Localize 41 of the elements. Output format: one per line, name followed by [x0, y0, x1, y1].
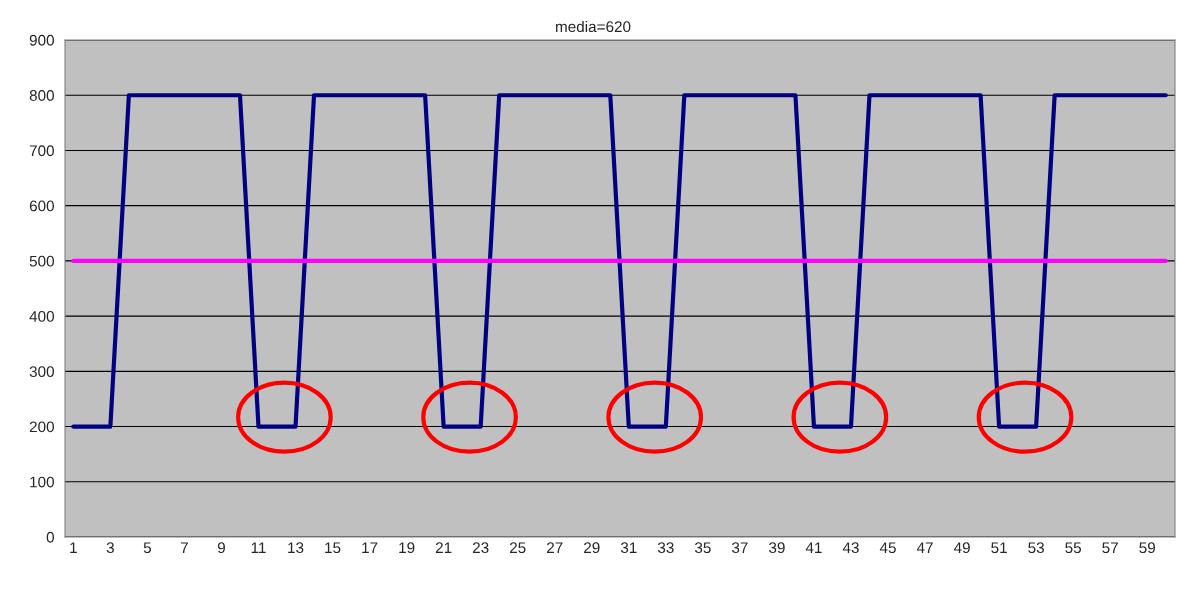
x-tick-label: 7 — [180, 542, 188, 553]
y-tick-label: 0 — [46, 531, 54, 543]
chart-title: media=620 — [556, 20, 631, 33]
y-tick-label: 400 — [29, 310, 54, 322]
y-tick-label: 600 — [29, 200, 54, 212]
x-tick-label: 55 — [1065, 542, 1082, 554]
x-tick-label: 37 — [731, 542, 748, 554]
x-tick-label: 33 — [657, 542, 674, 554]
x-tick-label: 27 — [547, 542, 563, 553]
y-tick-label: 100 — [30, 476, 54, 488]
y-tick-label: 500 — [29, 255, 54, 267]
x-tick-label: 9 — [217, 542, 225, 554]
x-tick-label: 45 — [879, 542, 896, 554]
x-tick-label: 29 — [584, 542, 600, 554]
x-tick-label: 39 — [769, 542, 785, 554]
x-tick-label: 51 — [991, 542, 1007, 554]
x-tick-label: 49 — [953, 542, 970, 554]
x-tick-label: 35 — [694, 542, 711, 554]
x-tick-label: 31 — [620, 542, 637, 554]
x-tick-label: 41 — [805, 542, 822, 553]
y-tick-label: 900 — [29, 34, 54, 46]
x-tick-label: 25 — [509, 542, 526, 554]
y-tick-label: 800 — [29, 90, 54, 101]
x-tick-label: 15 — [325, 542, 341, 554]
x-tick-label: 19 — [399, 542, 415, 554]
x-tick-label: 59 — [1139, 542, 1155, 554]
y-tick-label: 300 — [29, 366, 54, 378]
x-tick-label: 53 — [1028, 542, 1044, 554]
y-tick-label: 200 — [29, 421, 54, 433]
x-tick-label: 47 — [916, 542, 933, 553]
x-tick-label: 1 — [70, 542, 77, 553]
x-tick-label: 17 — [362, 542, 378, 553]
x-tick-label: 5 — [143, 542, 151, 554]
x-tick-label: 57 — [1102, 542, 1118, 554]
x-tick-label: 13 — [288, 542, 304, 554]
x-tick-label: 43 — [842, 542, 859, 554]
x-tick-label: 23 — [472, 542, 489, 554]
x-tick-label: 11 — [251, 542, 266, 553]
x-tick-label: 21 — [435, 542, 452, 553]
x-tick-label: 3 — [106, 542, 114, 554]
y-tick-label: 700 — [29, 145, 54, 157]
